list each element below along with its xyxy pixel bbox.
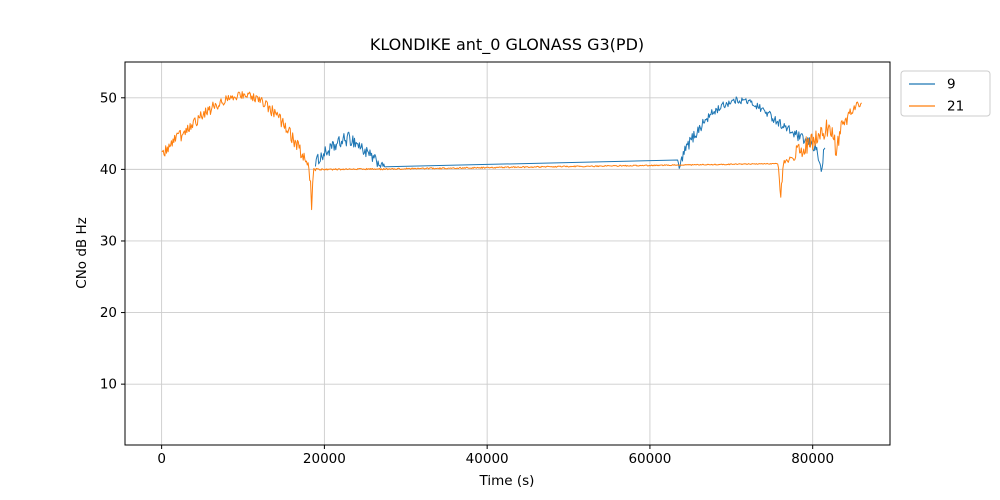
ticks: 0 20000 40000 60000 80000 10 20 30 40 50	[100, 90, 834, 467]
legend-label-9: 9	[947, 77, 956, 93]
y-axis-label: CNo dB Hz	[74, 217, 90, 288]
series-line-21	[161, 91, 862, 211]
y-tick-label: 40	[100, 162, 117, 178]
series-lines	[161, 91, 862, 211]
x-tick-label: 60000	[628, 451, 671, 467]
legend: 921	[900, 70, 991, 117]
y-tick-label: 10	[100, 377, 117, 393]
x-tick-label: 40000	[466, 451, 509, 467]
y-tick-label: 20	[100, 305, 117, 321]
y-tick-label: 30	[100, 233, 117, 249]
y-tick-label: 50	[100, 90, 117, 106]
legend-label-21: 21	[947, 99, 964, 115]
legend-frame	[900, 70, 991, 117]
x-tick-label: 80000	[791, 451, 834, 467]
series-line-9	[314, 96, 826, 172]
axes-box	[124, 61, 891, 446]
x-tick-label: 20000	[303, 451, 346, 467]
chart-title: KLONDIKE ant_0 GLONASS G3(PD)	[370, 35, 644, 55]
x-tick-label: 0	[157, 451, 166, 467]
grid	[125, 62, 890, 445]
x-axis-label: Time (s)	[479, 473, 535, 489]
